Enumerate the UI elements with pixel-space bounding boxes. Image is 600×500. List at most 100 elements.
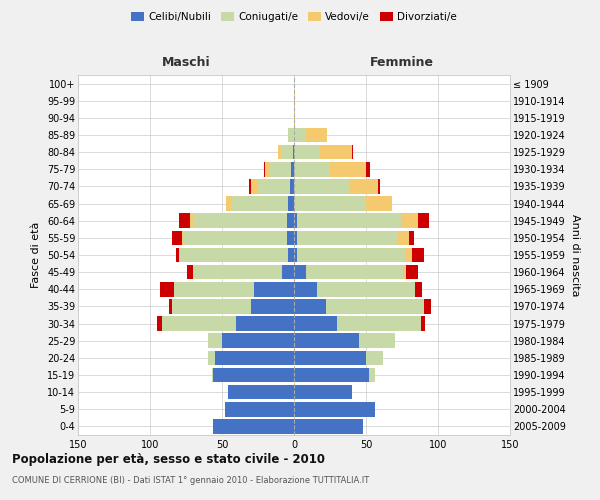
Bar xyxy=(294,179,349,194)
Bar xyxy=(226,196,294,211)
Bar xyxy=(208,334,294,348)
Bar xyxy=(160,282,294,296)
Bar xyxy=(258,179,294,194)
Bar xyxy=(294,196,366,211)
Bar xyxy=(294,350,366,365)
Bar xyxy=(183,230,294,245)
Bar xyxy=(214,368,294,382)
Bar xyxy=(287,214,294,228)
Bar xyxy=(222,334,294,348)
Bar xyxy=(294,299,431,314)
Bar xyxy=(294,196,392,211)
Bar xyxy=(294,94,295,108)
Bar xyxy=(251,299,294,314)
Bar xyxy=(288,196,294,211)
Bar xyxy=(294,214,418,228)
Bar xyxy=(208,350,294,365)
Bar xyxy=(172,299,294,314)
Bar xyxy=(288,248,294,262)
Bar xyxy=(172,230,294,245)
Bar xyxy=(294,402,374,416)
Bar xyxy=(293,145,294,160)
Bar xyxy=(294,248,412,262)
Bar xyxy=(225,402,294,416)
Bar xyxy=(254,282,294,296)
Bar xyxy=(294,162,370,176)
Bar xyxy=(214,419,294,434)
Bar xyxy=(208,334,294,348)
Bar xyxy=(190,214,294,228)
Bar xyxy=(294,128,327,142)
Bar xyxy=(294,230,398,245)
Bar xyxy=(294,299,424,314)
Bar xyxy=(294,385,352,400)
Bar xyxy=(294,419,363,434)
Bar xyxy=(225,402,294,416)
Bar xyxy=(212,368,294,382)
Bar xyxy=(294,385,352,400)
Bar xyxy=(294,350,383,365)
Bar xyxy=(294,350,383,365)
Bar xyxy=(193,265,294,280)
Bar xyxy=(294,110,295,125)
Bar xyxy=(161,316,294,331)
Bar xyxy=(294,145,320,160)
Bar xyxy=(294,230,409,245)
Bar xyxy=(281,145,294,160)
Bar xyxy=(157,316,294,331)
Bar xyxy=(294,282,422,296)
Bar xyxy=(236,316,294,331)
Bar xyxy=(228,385,294,400)
Bar xyxy=(294,265,305,280)
Bar xyxy=(294,94,295,108)
Bar xyxy=(228,385,294,400)
Bar xyxy=(288,128,294,142)
Bar xyxy=(179,214,294,228)
Bar xyxy=(294,128,305,142)
Bar xyxy=(228,385,294,400)
Bar xyxy=(294,402,374,416)
Bar xyxy=(294,282,415,296)
Bar xyxy=(179,248,294,262)
Bar xyxy=(294,128,327,142)
Bar xyxy=(214,419,294,434)
Bar xyxy=(294,334,395,348)
Bar xyxy=(294,368,374,382)
Y-axis label: Anni di nascita: Anni di nascita xyxy=(569,214,580,296)
Bar xyxy=(294,419,363,434)
Bar xyxy=(294,179,380,194)
Bar xyxy=(294,282,317,296)
Bar xyxy=(294,350,383,365)
Bar xyxy=(294,265,403,280)
Bar xyxy=(251,179,294,194)
Bar xyxy=(265,162,294,176)
Bar xyxy=(161,316,294,331)
Bar xyxy=(208,350,294,365)
Bar xyxy=(290,179,294,194)
Bar xyxy=(225,402,294,416)
Bar xyxy=(214,419,294,434)
Text: COMUNE DI CERRIONE (BI) - Dati ISTAT 1° gennaio 2010 - Elaborazione TUTTITALIA.I: COMUNE DI CERRIONE (BI) - Dati ISTAT 1° … xyxy=(12,476,369,485)
Bar xyxy=(287,230,294,245)
Bar xyxy=(291,162,294,176)
Bar xyxy=(278,145,294,160)
Bar xyxy=(294,214,430,228)
Bar xyxy=(294,145,352,160)
Bar xyxy=(294,145,353,160)
Bar xyxy=(264,162,294,176)
Bar xyxy=(294,230,413,245)
Text: Femmine: Femmine xyxy=(370,56,434,69)
Bar xyxy=(193,214,294,228)
Bar xyxy=(294,334,395,348)
Bar xyxy=(294,368,374,382)
Bar xyxy=(182,230,294,245)
Bar xyxy=(283,265,294,280)
Bar xyxy=(294,248,424,262)
Bar xyxy=(214,419,294,434)
Bar xyxy=(294,334,359,348)
Bar xyxy=(208,350,294,365)
Bar xyxy=(294,368,369,382)
Bar xyxy=(180,248,294,262)
Bar xyxy=(294,316,421,331)
Bar xyxy=(294,282,415,296)
